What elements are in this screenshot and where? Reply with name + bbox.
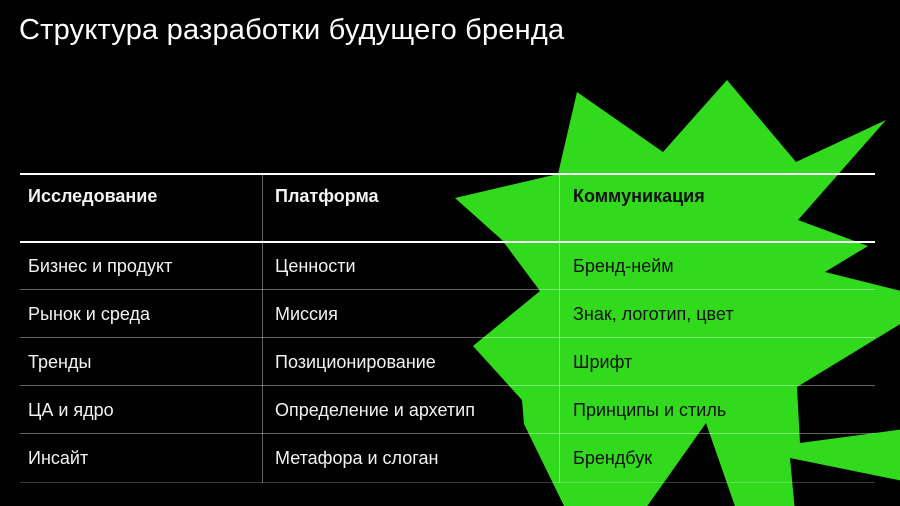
table-top-border bbox=[20, 173, 875, 175]
table-cell: Позиционирование bbox=[275, 351, 436, 372]
slide-title: Структура разработки будущего бренда bbox=[19, 14, 565, 46]
table-cell: Принципы и стиль bbox=[573, 399, 727, 420]
table-cell: Тренды bbox=[28, 351, 92, 372]
column-header-communication: Коммуникация bbox=[573, 186, 705, 206]
row-separator bbox=[20, 289, 875, 290]
table-cell: Миссия bbox=[275, 303, 338, 324]
column-divider-1 bbox=[262, 173, 263, 483]
column-divider-2 bbox=[559, 173, 560, 483]
row-separator bbox=[20, 385, 875, 386]
row-separator bbox=[20, 337, 875, 338]
table-bottom-border bbox=[20, 482, 875, 483]
column-research: Исследование Бизнес и продукт Рынок и ср… bbox=[28, 174, 253, 483]
column-header-platform: Платформа bbox=[275, 186, 379, 206]
table-cell: Бренд-нейм bbox=[573, 255, 674, 276]
table-cell: Шрифт bbox=[573, 351, 633, 372]
table-header-separator bbox=[20, 241, 875, 243]
table-cell: Определение и архетип bbox=[275, 399, 475, 420]
table-cell: Рынок и среда bbox=[28, 303, 150, 324]
table-cell: Метафора и слоган bbox=[275, 447, 439, 468]
table-cell: Инсайт bbox=[28, 447, 89, 468]
table-cell: ЦА и ядро bbox=[28, 399, 114, 420]
column-platform: Платформа Ценности Миссия Позиционирован… bbox=[275, 174, 550, 483]
table-cell: Бизнес и продукт bbox=[28, 255, 173, 276]
column-header-research: Исследование bbox=[28, 186, 158, 206]
table-cell: Знак, логотип, цвет bbox=[573, 303, 734, 324]
table-cell: Брендбук bbox=[573, 447, 653, 468]
starburst-polygon bbox=[455, 80, 900, 506]
table-cell: Ценности bbox=[275, 255, 356, 276]
column-communication: Коммуникация Бренд-нейм Знак, логотип, ц… bbox=[573, 174, 883, 483]
row-separator bbox=[20, 433, 875, 434]
